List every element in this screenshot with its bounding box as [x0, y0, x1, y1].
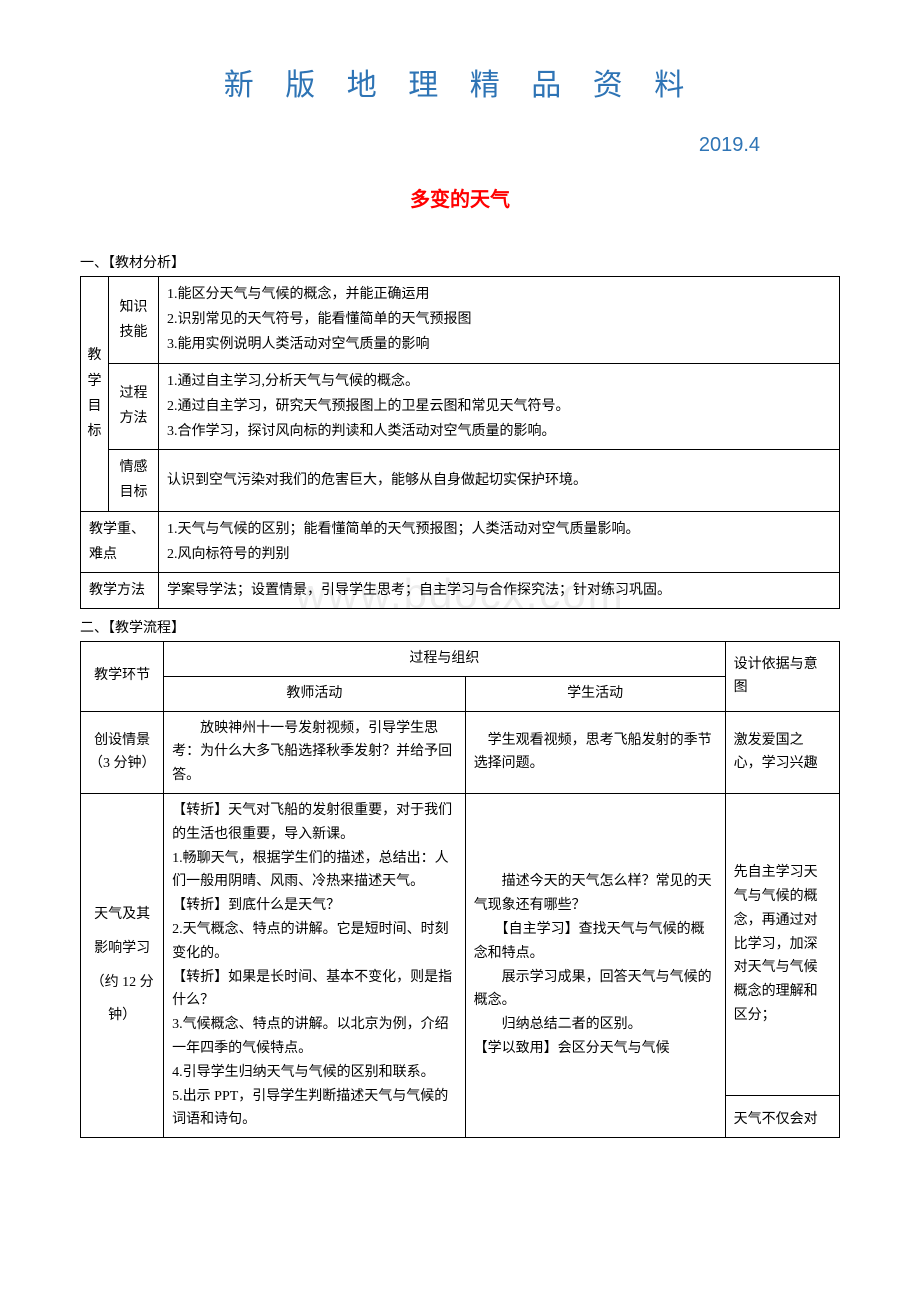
header-teacher: 教师活动 [164, 676, 466, 711]
item: 2.风向标符号的判别 [167, 542, 831, 567]
section2-label: 二、【教学流程】 [80, 617, 840, 637]
objectives-label-cell: 教 学 目 标 [81, 277, 109, 512]
line: 【转折】天气对飞船的发射很重要，对于我们的生活也很重要，导入新课。 [172, 799, 457, 847]
phase-line: 创设情景 [89, 729, 155, 753]
line: 1.畅聊天气，根据学生们的描述，总结出：人们一般用阴晴、风雨、冷热来描述天气。 [172, 847, 457, 895]
line: 4.引导学生归纳天气与气候的区别和联系。 [172, 1061, 457, 1085]
header-design: 设计依据与意图 [725, 642, 839, 712]
line: 【学以致用】会区分天气与气候 [474, 1037, 717, 1061]
line: 描述今天的天气怎么样？常见的天气现象还有哪些？ [474, 870, 717, 918]
table-row: 天气及其 影响学习 （约 12 分 钟） 【转折】天气对飞船的发射很重要，对于我… [81, 794, 840, 1096]
table-row: 情感目标 认识到空气污染对我们的危害巨大，能够从自身做起切实保护环境。 [81, 450, 840, 511]
analysis-table: 教 学 目 标 知识技能 1.能区分天气与气候的概念，并能正确运用 2.识别常见… [80, 276, 840, 609]
table-row: 教 学 目 标 知识技能 1.能区分天气与气候的概念，并能正确运用 2.识别常见… [81, 277, 840, 364]
method-content: 学案导学法；设置情景，引导学生思考；自主学习与合作探究法；针对练习巩固。 [159, 572, 840, 608]
char: 目 [84, 394, 105, 419]
knowledge-content: 1.能区分天气与气候的概念，并能正确运用 2.识别常见的天气符号，能看懂简单的天… [159, 277, 840, 364]
keypoints-content: 1.天气与气候的区别；能看懂简单的天气预报图；人类活动对空气质量影响。 2.风向… [159, 511, 840, 572]
table-row: 创设情景 （3 分钟） 放映神州十一号发射视频，引导学生思考：为什么大多飞船选择… [81, 711, 840, 793]
header-phase: 教学环节 [81, 642, 164, 712]
emotion-content: 认识到空气污染对我们的危害巨大，能够从自身做起切实保护环境。 [159, 450, 840, 511]
table-row: 教学方法 学案导学法；设置情景，引导学生思考；自主学习与合作探究法；针对练习巩固… [81, 572, 840, 608]
char: 标 [84, 419, 105, 444]
emotion-label: 情感目标 [109, 450, 159, 511]
item: 3.能用实例说明人类活动对空气质量的影响 [167, 332, 831, 357]
item: 3.合作学习，探讨风向标的判读和人类活动对空气质量的影响。 [167, 419, 831, 444]
main-title: 新 版 地 理 精 品 资 料 [80, 60, 840, 104]
line: 2.天气概念、特点的讲解。它是短时间、时刻变化的。 [172, 918, 457, 966]
line: 5.出示 PPT，引导学生判断描述天气与气候的词语和诗句。 [172, 1085, 457, 1133]
phase-line: 天气及其 [89, 898, 155, 932]
phase-cell: 创设情景 （3 分钟） [81, 711, 164, 793]
method-label: 教学方法 [81, 572, 159, 608]
student-cell: 描述今天的天气怎么样？常见的天气现象还有哪些？ 【自主学习】查找天气与气候的概念… [465, 794, 725, 1138]
flow-table: 教学环节 过程与组织 设计依据与意图 教师活动 学生活动 创设情景 （3 分钟）… [80, 641, 840, 1138]
char: 学 [84, 369, 105, 394]
student-cell: 学生观看视频，思考飞船发射的季节选择问题。 [465, 711, 725, 793]
line: 【转折】到底什么是天气？ [172, 894, 457, 918]
section1-label: 一、【教材分析】 [80, 252, 840, 272]
table-row: 教学环节 过程与组织 设计依据与意图 [81, 642, 840, 677]
char: 教 [84, 343, 105, 368]
sub-title: 多变的天气 [80, 183, 840, 212]
header-student: 学生活动 [465, 676, 725, 711]
process-label: 过程方法 [109, 363, 159, 450]
header-process: 过程与组织 [164, 642, 725, 677]
phase-line: （约 12 分 [89, 966, 155, 1000]
line: 【转折】如果是长时间、基本不变化，则是指什么？ [172, 966, 457, 1014]
phase-cell: 天气及其 影响学习 （约 12 分 钟） [81, 794, 164, 1138]
phase-line: （3 分钟） [89, 752, 155, 776]
line: 展示学习成果，回答天气与气候的概念。 [474, 966, 717, 1014]
design-cell: 先自主学习天气与气候的概念，再通过对比学习，加深对天气与气候概念的理解和区分； [725, 794, 839, 1096]
item: 1.天气与气候的区别；能看懂简单的天气预报图；人类活动对空气质量影响。 [167, 517, 831, 542]
line: 归纳总结二者的区别。 [474, 1013, 717, 1037]
phase-line: 影响学习 [89, 932, 155, 966]
keypoints-label: 教学重、难点 [81, 511, 159, 572]
table-row: 教学重、难点 1.天气与气候的区别；能看懂简单的天气预报图；人类活动对空气质量影… [81, 511, 840, 572]
process-content: 1.通过自主学习,分析天气与气候的概念。 2.通过自主学习，研究天气预报图上的卫… [159, 363, 840, 450]
design-cell: 天气不仅会对 [725, 1095, 839, 1137]
knowledge-label: 知识技能 [109, 277, 159, 364]
date-text: 2019.4 [80, 134, 840, 157]
design-cell: 激发爱国之心，学习兴趣 [725, 711, 839, 793]
table-row: 过程方法 1.通过自主学习,分析天气与气候的概念。 2.通过自主学习，研究天气预… [81, 363, 840, 450]
item: 2.识别常见的天气符号，能看懂简单的天气预报图 [167, 307, 831, 332]
line: 3.气候概念、特点的讲解。以北京为例，介绍一年四季的气候特点。 [172, 1013, 457, 1061]
item: 2.通过自主学习，研究天气预报图上的卫星云图和常见天气符号。 [167, 394, 831, 419]
line: 【自主学习】查找天气与气候的概念和特点。 [474, 918, 717, 966]
teacher-cell: 放映神州十一号发射视频，引导学生思考：为什么大多飞船选择秋季发射？并给予回答。 [164, 711, 466, 793]
teacher-cell: 【转折】天气对飞船的发射很重要，对于我们的生活也很重要，导入新课。 1.畅聊天气… [164, 794, 466, 1138]
item: 1.通过自主学习,分析天气与气候的概念。 [167, 369, 831, 394]
item: 1.能区分天气与气候的概念，并能正确运用 [167, 282, 831, 307]
phase-line: 钟） [89, 999, 155, 1033]
